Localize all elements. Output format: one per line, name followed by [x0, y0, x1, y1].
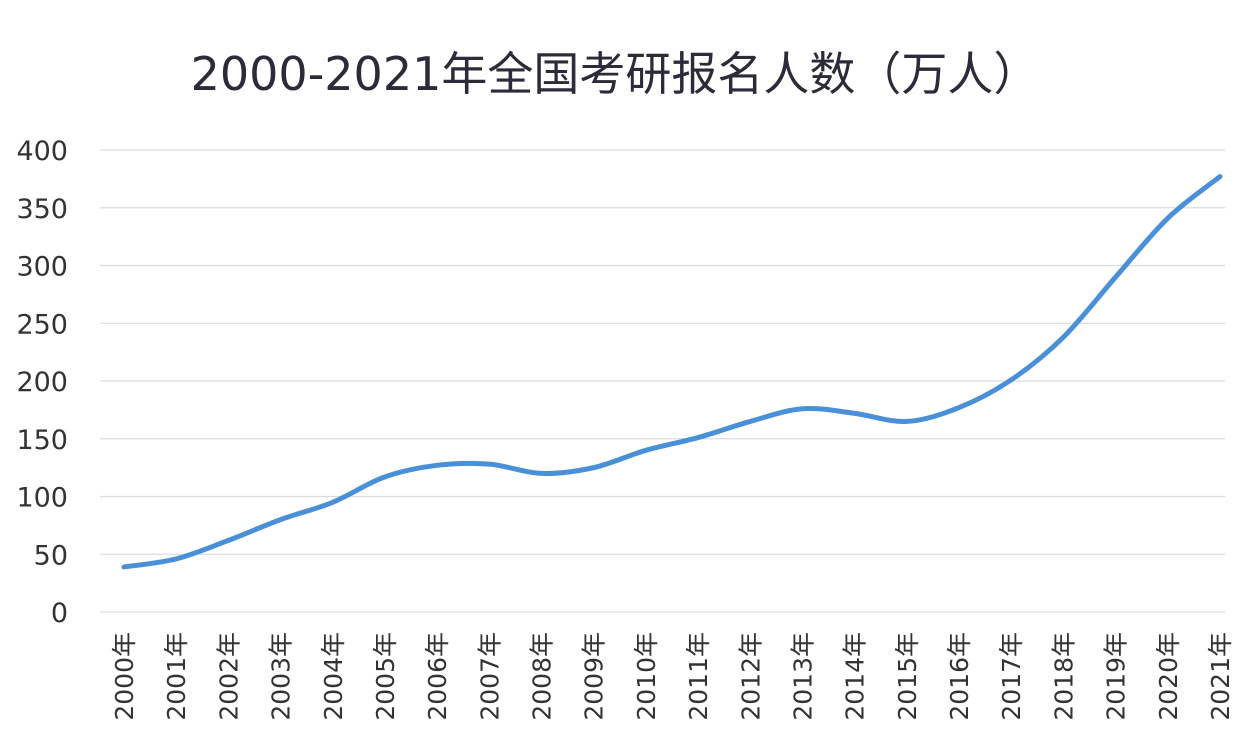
- x-axis-ticks: 2000年 2001年 2002年 2003年 2004年 2005年 2006年 2007年…: [110, 632, 1235, 721]
- x-tick-label: 2002年: [214, 632, 243, 721]
- x-tick-label: 2017年: [997, 632, 1026, 721]
- x-tick-label: 2014年: [841, 632, 870, 721]
- x-tick-label: 2007年: [475, 632, 504, 721]
- y-tick-label: 50: [34, 540, 68, 571]
- x-tick-label: 2000年: [110, 632, 139, 721]
- x-tick-label: 2010年: [632, 632, 661, 721]
- x-tick-label: 2005年: [371, 632, 400, 721]
- x-tick-label: 2016年: [945, 632, 974, 721]
- y-tick-label: 0: [51, 598, 68, 629]
- y-tick-label: 400: [16, 136, 68, 167]
- x-tick-label: 2018年: [1049, 632, 1078, 721]
- y-tick-label: 250: [16, 309, 68, 340]
- y-tick-label: 300: [16, 252, 68, 283]
- series-line: [121, 174, 1223, 570]
- x-tick-label: 2011年: [684, 632, 713, 721]
- y-tick-label: 200: [16, 367, 68, 398]
- y-axis-ticks: 0 50 100 150 200 250 300 350 400: [16, 136, 68, 629]
- y-tick-label: 350: [16, 194, 68, 225]
- x-tick-label: 2012年: [736, 632, 765, 721]
- y-tick-label: 100: [16, 483, 68, 514]
- y-tick-label: 150: [16, 425, 68, 456]
- x-tick-label: 2004年: [319, 632, 348, 721]
- x-tick-label: 2001年: [162, 632, 191, 721]
- x-tick-label: 2006年: [423, 632, 452, 721]
- x-tick-label: 2003年: [267, 632, 296, 721]
- x-tick-label: 2008年: [528, 632, 557, 721]
- chart-title: 2000-2021年全国考研报名人数（万人）: [190, 47, 1040, 101]
- x-tick-label: 2009年: [580, 632, 609, 721]
- gridlines: [100, 149, 1225, 613]
- x-tick-label: 2015年: [893, 632, 922, 721]
- x-tick-label: 2020年: [1154, 632, 1183, 721]
- x-tick-label: 2013年: [788, 632, 817, 721]
- x-tick-label: 2021年: [1206, 632, 1235, 721]
- x-tick-label: 2019年: [1102, 632, 1131, 721]
